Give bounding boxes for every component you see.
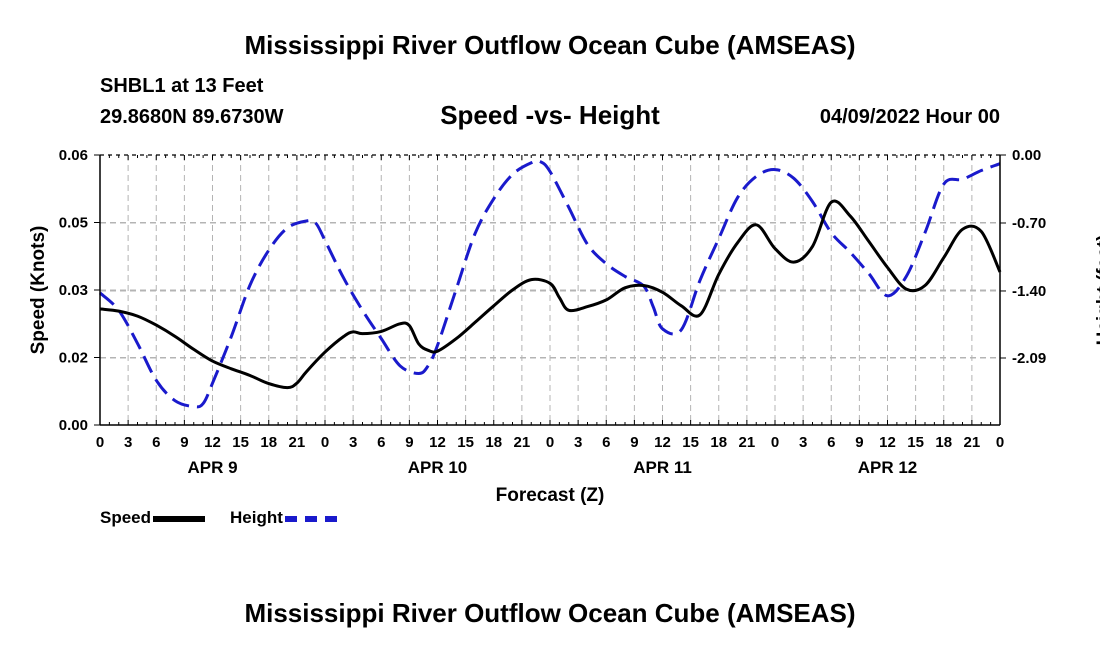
x-tick-label: 6 [827,434,835,451]
y-left-tick-label: 0.06 [59,147,88,164]
x-tick-label: 3 [349,434,357,451]
legend-height-label: Height [230,508,283,527]
x-tick-label: 21 [964,434,981,451]
y-right-tick-label: -1.40 [1012,283,1046,300]
y-left-tick-label: 0.05 [59,215,88,232]
x-tick-label: 9 [855,434,863,451]
y-right-tick-label: 0.00 [1012,147,1041,164]
coordinates-label: 29.8680N 89.6730W [100,106,284,128]
date-label: APR 9 [187,458,237,477]
x-tick-label: 18 [260,434,277,451]
y-left-tick-label: 0.03 [59,282,88,299]
x-tick-label: 15 [232,434,249,451]
x-tick-label: 0 [96,434,104,451]
x-tick-label: 0 [771,434,779,451]
x-tick-label: 18 [485,434,502,451]
x-tick-label: 12 [429,434,446,451]
x-tick-label: 21 [289,434,306,451]
x-tick-label: 12 [204,434,221,451]
x-tick-label: 0 [321,434,329,451]
footer-title: Mississippi River Outflow Ocean Cube (AM… [244,598,856,628]
y-right-tick-label: -0.70 [1012,215,1046,232]
legend-height-swatch [284,515,337,522]
x-tick-label: 15 [457,434,474,451]
y-right-axis-title: Height (feet) [1094,235,1100,346]
x-tick-label: 9 [405,434,413,451]
x-tick-label: 9 [630,434,638,451]
x-tick-label: 6 [602,434,610,451]
legend-speed: Speed [100,508,206,528]
x-tick-label: 9 [180,434,188,451]
x-tick-label: 15 [907,434,924,451]
x-tick-label: 18 [935,434,952,451]
chart-subtitle: Speed -vs- Height [440,100,660,130]
x-tick-label: 21 [739,434,756,451]
y-left-axis-title: Speed (Knots) [28,226,49,355]
x-axis-title: Forecast (Z) [496,485,605,506]
forecast-datetime: 04/09/2022 Hour 00 [819,106,1000,128]
x-tick-label: 3 [124,434,132,451]
date-label: APR 10 [408,458,468,477]
x-tick-label: 12 [654,434,671,451]
legend-height: Height [230,508,337,528]
x-tick-label: 21 [514,434,531,451]
chart-title: Mississippi River Outflow Ocean Cube (AM… [244,30,856,60]
station-label: SHBL1 at 13 Feet [100,75,264,97]
legend-speed-swatch [153,515,206,522]
x-tick-label: 6 [152,434,160,451]
x-tick-label: 15 [682,434,699,451]
y-left-tick-label: 0.00 [59,417,88,434]
date-label: APR 11 [633,458,692,477]
x-tick-label: 12 [879,434,896,451]
y-left-tick-label: 0.02 [59,350,88,367]
series-height-line [98,159,1001,409]
series-speed-line [99,199,1002,390]
x-tick-label: 3 [574,434,582,451]
x-tick-label: 18 [710,434,727,451]
x-tick-label: 6 [377,434,385,451]
x-tick-label: 0 [546,434,554,451]
date-label: APR 12 [858,458,918,477]
legend-speed-label: Speed [100,508,152,527]
x-tick-label: 3 [799,434,807,451]
y-right-tick-label: -2.09 [1012,350,1046,367]
x-tick-label: 0 [996,434,1004,451]
